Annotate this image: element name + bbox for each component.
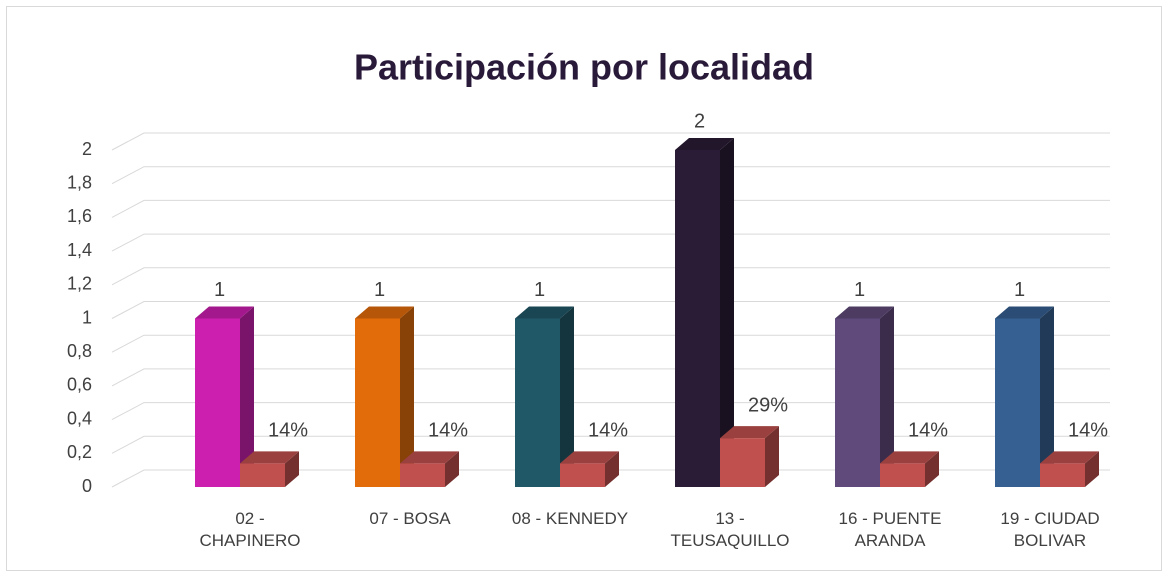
grid-line <box>111 435 1110 454</box>
grid-line <box>111 132 1110 151</box>
pct-bar-top <box>720 426 779 439</box>
bar-side <box>560 306 574 487</box>
y-tick-label: 1,2 <box>67 274 92 294</box>
pct-bar-side <box>925 451 939 487</box>
x-tick-label: 07 - BOSA <box>369 509 451 528</box>
pct-bar-top <box>880 451 939 464</box>
y-tick-label: 0,4 <box>67 408 92 428</box>
pct-bar-side <box>445 451 459 487</box>
grid-line <box>111 402 1110 421</box>
y-tick-label: 0,6 <box>67 375 92 395</box>
chart-title: Participación por localidad <box>354 47 814 88</box>
bar <box>515 318 560 487</box>
bar-side <box>400 306 414 487</box>
y-tick-label: 0,8 <box>67 341 92 361</box>
grid-line <box>111 368 1110 387</box>
bar-top <box>355 306 414 319</box>
bar-side <box>880 306 894 487</box>
x-tick-label: 16 - PUENTE ARANDA <box>838 509 942 550</box>
y-tick-label: 0 <box>82 476 92 496</box>
data-label: 1 <box>854 279 865 301</box>
grid-line <box>111 469 1110 488</box>
pct-bar <box>240 463 285 487</box>
y-tick-label: 0,2 <box>67 442 92 462</box>
pct-bar-side <box>285 451 299 487</box>
grid-line <box>111 334 1110 353</box>
data-label: 1 <box>1014 279 1025 301</box>
pct-bar-side <box>1085 451 1099 487</box>
data-label: 14% <box>588 420 628 442</box>
y-tick-label: 1 <box>82 307 92 327</box>
pct-bar <box>560 463 605 487</box>
y-tick-label: 1,8 <box>67 172 92 192</box>
x-tick-label: 02 - CHAPINERO <box>199 509 301 550</box>
bar-top <box>515 306 574 319</box>
data-label: 2 <box>694 110 705 132</box>
y-tick-label: 2 <box>82 139 92 159</box>
grid-line <box>111 301 1110 319</box>
y-tick-label: 1,6 <box>67 206 92 226</box>
data-label: 14% <box>268 420 308 442</box>
bar <box>835 318 880 487</box>
pct-bar <box>1040 463 1085 487</box>
bar-top <box>835 306 894 319</box>
pct-bar-side <box>765 426 779 487</box>
bar-side <box>720 138 734 487</box>
pct-bar <box>400 463 445 487</box>
pct-bar-top <box>1040 451 1099 464</box>
pct-bar-top <box>240 451 299 464</box>
pct-bar <box>880 463 925 487</box>
bar <box>195 318 240 487</box>
x-tick-label: 19 - CIUDAD BOLIVAR <box>1000 509 1100 550</box>
x-tick-label: 08 - KENNEDY <box>511 509 629 528</box>
data-label: 1 <box>374 279 385 301</box>
data-label: 14% <box>1068 420 1108 442</box>
bar-side <box>1040 306 1054 487</box>
x-tick-label: 13 - TEUSAQUILLO <box>670 509 790 550</box>
y-tick-label: 1,4 <box>67 240 92 260</box>
grid-line <box>111 267 1110 286</box>
data-label: 14% <box>908 420 948 442</box>
data-label: 29% <box>748 394 788 416</box>
bar <box>355 318 400 487</box>
pct-bar-top <box>560 451 619 464</box>
pct-bar-side <box>605 451 619 487</box>
grid-line <box>111 199 1110 218</box>
data-label: 1 <box>214 279 225 301</box>
data-label: 1 <box>534 279 545 301</box>
pct-bar <box>720 438 765 487</box>
bar-top <box>995 306 1054 319</box>
bar <box>675 150 720 487</box>
data-label: 14% <box>428 420 468 442</box>
bar-top <box>195 306 254 319</box>
grid-line <box>111 166 1110 185</box>
bar <box>995 318 1040 487</box>
grid-line <box>111 233 1110 252</box>
bar-top <box>675 138 734 150</box>
bar-side <box>240 306 254 487</box>
pct-bar-top <box>400 451 459 464</box>
